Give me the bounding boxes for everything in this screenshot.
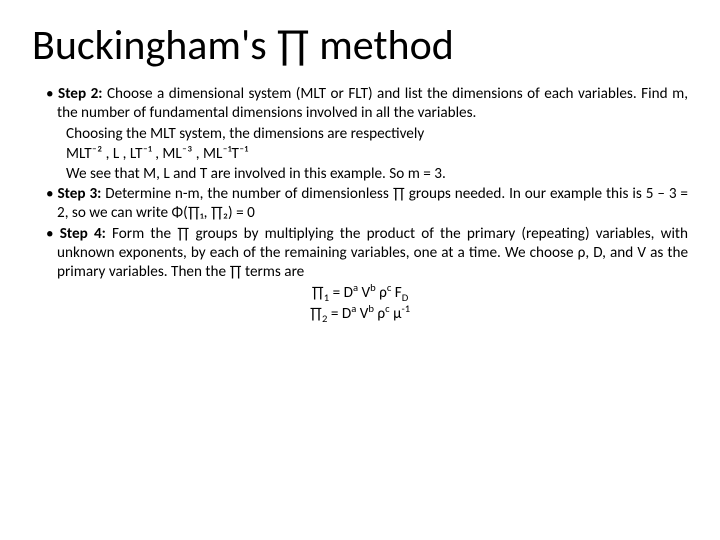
step4-bullet: Step 4: Form the ∏ groups by multiplying…	[46, 225, 688, 282]
eq1-rho: ρ	[376, 284, 387, 302]
step2-lead: Step 2:	[58, 85, 102, 103]
step4-lead: Step 4:	[60, 225, 106, 243]
step3-lead: Step 3:	[57, 185, 101, 203]
eq2-neg1: -1	[401, 302, 410, 315]
content-block: Step 2: Choose a dimensional system (MLT…	[32, 85, 688, 324]
eq1-pi: ∏	[312, 284, 324, 302]
step2-sub1: Choosing the MLT system, the dimensions …	[66, 125, 688, 144]
step3-text: Determine n-m, the number of dimensionle…	[57, 185, 688, 222]
step4-text: Form the ∏ groups by multiplying the pro…	[57, 225, 688, 281]
eq2-V: V	[356, 305, 368, 323]
eq2-mid: = D	[327, 305, 351, 323]
eq2-pi: ∏	[310, 305, 322, 323]
eq2-rho: ρ	[374, 305, 385, 323]
equation-1: ∏1 = Da Vb ρc FD	[32, 284, 688, 303]
eq1-V: V	[358, 284, 370, 302]
step2-sub2: MLT⁻² , L , LT⁻¹ , ML⁻³ , ML⁻¹T⁻¹	[66, 145, 688, 164]
eq1-mid: = D	[329, 284, 353, 302]
eq1-F: F	[391, 284, 401, 302]
equation-2: ∏2 = Da Vb ρc μ-1	[32, 305, 688, 324]
step2-sub3: We see that M, L and T are involved in t…	[66, 165, 688, 184]
eq2-mu: μ	[390, 305, 402, 323]
step3-bullet: Step 3: Determine n-m, the number of dim…	[46, 185, 688, 223]
step2-text: Choose a dimensional system (MLT or FLT)…	[57, 85, 688, 122]
step2-bullet: Step 2: Choose a dimensional system (MLT…	[46, 85, 688, 123]
page-title: Buckingham's ∏ method	[32, 20, 688, 71]
